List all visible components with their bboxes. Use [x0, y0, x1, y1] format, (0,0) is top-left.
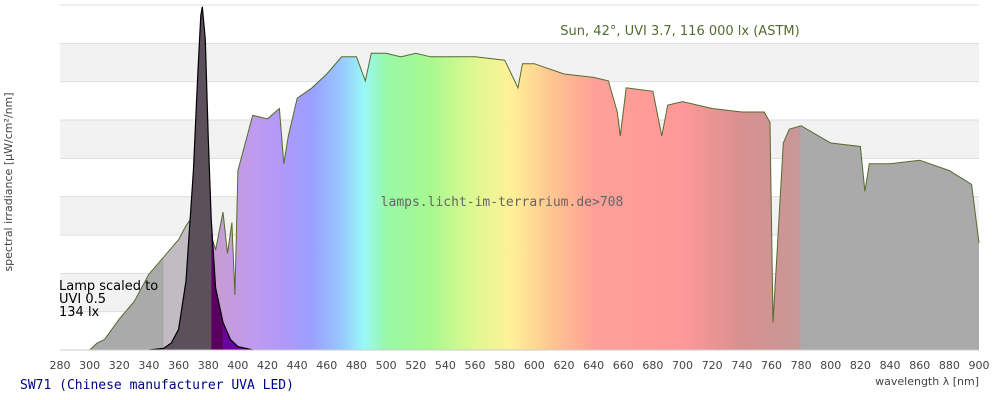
grid-band — [60, 5, 979, 44]
x-tick-label: 760 — [761, 359, 782, 372]
x-tick-label: 880 — [939, 359, 960, 372]
x-tick-label: 500 — [376, 359, 397, 372]
x-tick-label: 580 — [494, 359, 515, 372]
x-tick-label: 640 — [583, 359, 604, 372]
x-tick-label: 720 — [702, 359, 723, 372]
x-tick-label: 820 — [850, 359, 871, 372]
grid-band — [60, 43, 979, 82]
x-tick-label: 480 — [346, 359, 367, 372]
x-tick-label: 300 — [79, 359, 100, 372]
x-axis-label: wavelength λ [nm] — [875, 375, 979, 388]
x-tick-label: 360 — [168, 359, 189, 372]
x-tick-label: 560 — [465, 359, 486, 372]
x-tick-label: 700 — [672, 359, 693, 372]
lamp-note-3: 134 lx — [59, 305, 100, 320]
x-tick-label: 860 — [909, 359, 930, 372]
x-tick-label: 840 — [880, 359, 901, 372]
x-tick-label: 460 — [316, 359, 337, 372]
x-tick-label: 740 — [731, 359, 752, 372]
lamp-note-2: UVI 0.5 — [59, 292, 106, 307]
x-tick-label: 420 — [257, 359, 278, 372]
y-axis-label: spectral irradiance [µW/cm²/nm] — [2, 92, 15, 271]
x-tick-label: 620 — [553, 359, 574, 372]
x-tick-label: 520 — [405, 359, 426, 372]
x-tick-label: 440 — [287, 359, 308, 372]
x-tick-label: 380 — [198, 359, 219, 372]
x-tick-label: 660 — [613, 359, 634, 372]
x-tick-label: 800 — [820, 359, 841, 372]
watermark: lamps.licht-im-terrarium.de>708 — [381, 195, 624, 210]
lamp-note-1: Lamp scaled to — [59, 279, 158, 294]
chart-title: Sun, 42°, UVI 3.7, 116 000 lx (ASTM) — [560, 24, 799, 39]
x-tick-label: 280 — [50, 359, 71, 372]
x-tick-label: 320 — [109, 359, 130, 372]
x-tick-label: 600 — [524, 359, 545, 372]
caption: SW71 (Chinese manufacturer UVA LED) — [20, 378, 294, 393]
x-tick-label: 680 — [642, 359, 663, 372]
lamp-line — [148, 6, 253, 351]
x-tick-label: 400 — [227, 359, 248, 372]
x-tick-label: 900 — [969, 359, 990, 372]
x-tick-label: 340 — [138, 359, 159, 372]
x-tick-label: 540 — [435, 359, 456, 372]
x-tick-label: 780 — [791, 359, 812, 372]
